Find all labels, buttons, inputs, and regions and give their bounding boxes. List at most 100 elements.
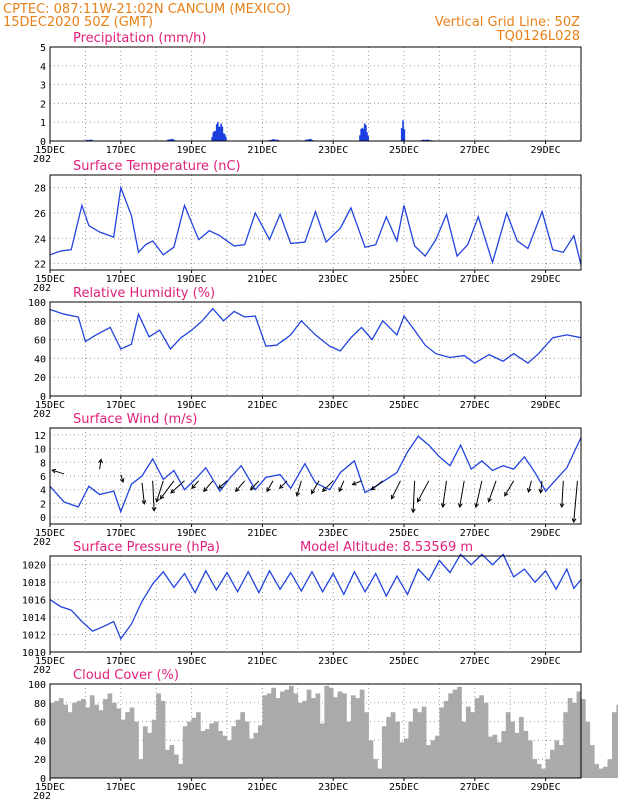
cloud-cover-ytick-label: 60 bbox=[34, 718, 46, 729]
cloud-cover-bar bbox=[288, 685, 294, 778]
humidity-year-label: 202 bbox=[33, 409, 51, 420]
panel-precipitation: Precipitation (mm/h) 0 1 2 3 4 5 15DEC 17DEC 19DE… bbox=[33, 31, 582, 165]
wind-arrow bbox=[151, 480, 157, 512]
precipitation-bar bbox=[269, 139, 272, 141]
wind-arrow-head bbox=[321, 487, 327, 493]
precipitation-bar bbox=[211, 137, 213, 141]
cloud-cover-bar bbox=[218, 731, 223, 778]
temperature-ytick-label: 28 bbox=[34, 184, 46, 195]
humidity-xtick-label: 17DEC bbox=[106, 400, 136, 411]
wind-arrow-shaft bbox=[338, 480, 345, 492]
precipitation-year-label: 202 bbox=[33, 154, 51, 165]
wind-xtick-label: 23DEC bbox=[318, 528, 348, 539]
cloud-cover-bar bbox=[426, 745, 431, 778]
precipitation-ytick-label: 5 bbox=[40, 43, 46, 54]
wind-arrow bbox=[249, 480, 260, 491]
wind-arrow-head bbox=[98, 458, 103, 464]
cloud-cover-bar bbox=[572, 702, 577, 778]
wind-arrow bbox=[559, 480, 565, 509]
wind-ytick-label: 6 bbox=[40, 472, 46, 483]
wind-ytick-label: 12 bbox=[34, 431, 46, 442]
pressure-year-label: 202 bbox=[33, 665, 51, 676]
precipitation-xtick-label: 19DEC bbox=[177, 145, 207, 156]
pressure-title: Surface Pressure (hPa) bbox=[73, 540, 220, 555]
cloud-cover-bar bbox=[492, 734, 498, 778]
cloud-cover-bar bbox=[182, 726, 188, 778]
humidity-xtick-label: 21DEC bbox=[247, 400, 277, 411]
wind-arrow-shaft bbox=[459, 480, 465, 508]
precipitation-xtick-label: 23DEC bbox=[318, 145, 348, 156]
wind-arrow bbox=[311, 480, 320, 495]
cloud-cover-bar bbox=[187, 721, 192, 778]
precipitation-bar bbox=[224, 136, 227, 141]
cloud-cover-bar bbox=[165, 749, 170, 778]
panel-cloud-cover: Cloud Cover (%) 0 20 40 60 80 100 15DEC 17DEC 19D… bbox=[28, 668, 618, 800]
wind-arrow-shaft bbox=[120, 474, 124, 483]
cloud-cover-bar bbox=[315, 693, 321, 778]
humidity-line bbox=[49, 307, 582, 364]
wind-xtick-label: 21DEC bbox=[247, 528, 277, 539]
pressure-ytick-label: 1018 bbox=[22, 578, 46, 589]
cloud-cover-bar bbox=[364, 712, 369, 778]
wind-arrow bbox=[119, 474, 125, 484]
cloud-cover-bar bbox=[434, 735, 440, 778]
precipitation-bar bbox=[309, 138, 311, 141]
wind-arrow-head bbox=[527, 488, 532, 494]
cloud-cover-bar bbox=[280, 691, 285, 778]
pressure-xtick-label: 23DEC bbox=[318, 656, 348, 667]
cloud-cover-bar bbox=[293, 693, 299, 778]
humidity-ytick-label: 0 bbox=[40, 392, 46, 403]
wind-arrow-head bbox=[338, 487, 343, 493]
wind-ytick-label: 8 bbox=[40, 458, 46, 469]
wind-title: Surface Wind (m/s) bbox=[73, 412, 197, 427]
cloud-cover-ytick-label: 20 bbox=[34, 755, 46, 766]
precipitation-bar bbox=[222, 133, 225, 141]
cloud-cover-bar bbox=[302, 700, 307, 778]
wind-arrow-head bbox=[217, 484, 223, 490]
cloud-cover-bar bbox=[545, 759, 551, 778]
wind-arrow-shaft bbox=[191, 480, 200, 489]
wind-arrow-head bbox=[159, 494, 165, 500]
wind-arrow-shaft bbox=[156, 480, 164, 502]
wind-arrow-shaft bbox=[99, 459, 102, 470]
precipitation-bar bbox=[363, 123, 366, 141]
wind-ytick-label: 0 bbox=[40, 513, 46, 524]
temperature-ytick-label: 26 bbox=[34, 209, 46, 220]
temperature-xtick-label: 29DEC bbox=[531, 274, 561, 285]
cloud-cover-bar bbox=[404, 738, 409, 778]
wind-arrow-head bbox=[235, 487, 240, 493]
precipitation-xtick-label: 15DEC bbox=[35, 145, 65, 156]
precipitation-xtick-label: 17DEC bbox=[106, 145, 136, 156]
cloud-cover-bar bbox=[85, 707, 91, 778]
pressure-line bbox=[49, 553, 582, 641]
cloud-cover-bar bbox=[488, 736, 493, 778]
cloud-cover-bar bbox=[98, 710, 104, 778]
wind-arrow bbox=[527, 480, 532, 494]
pressure-xtick-label: 21DEC bbox=[247, 656, 277, 667]
cloud-cover-bar bbox=[138, 759, 144, 778]
pressure-annotation: Model Altitude: 8.53569 m bbox=[300, 540, 473, 555]
cloud-cover-bar bbox=[501, 731, 507, 778]
cloud-cover-bar bbox=[151, 719, 157, 778]
temperature-title: Surface Temperature (nC) bbox=[73, 159, 241, 174]
cloud-cover-bar bbox=[324, 685, 330, 778]
precipitation-bar bbox=[89, 139, 92, 141]
wind-arrow-head bbox=[119, 478, 125, 484]
wind-xtick-label: 19DEC bbox=[177, 528, 207, 539]
wind-arrow bbox=[155, 480, 164, 503]
precipitation-bar bbox=[87, 139, 89, 141]
precipitation-bar bbox=[427, 139, 430, 141]
cloud-cover-bar bbox=[200, 731, 206, 778]
wind-arrow-shaft bbox=[279, 480, 288, 489]
cloud-cover-bar bbox=[567, 698, 573, 778]
wind-arrow-shaft bbox=[141, 482, 145, 504]
precipitation-bar bbox=[219, 126, 221, 141]
wind-xtick-label: 27DEC bbox=[460, 528, 490, 539]
cloud-cover-bar bbox=[222, 735, 228, 778]
wind-arrow bbox=[203, 480, 214, 493]
wind-arrow bbox=[410, 480, 416, 514]
precipitation-bar bbox=[425, 139, 427, 141]
wind-arrow-head bbox=[351, 481, 357, 486]
header-station: CPTEC: 087:11W-21:02N CANCUM (MEXICO) bbox=[3, 2, 291, 17]
cloud-cover-bar bbox=[76, 700, 82, 778]
